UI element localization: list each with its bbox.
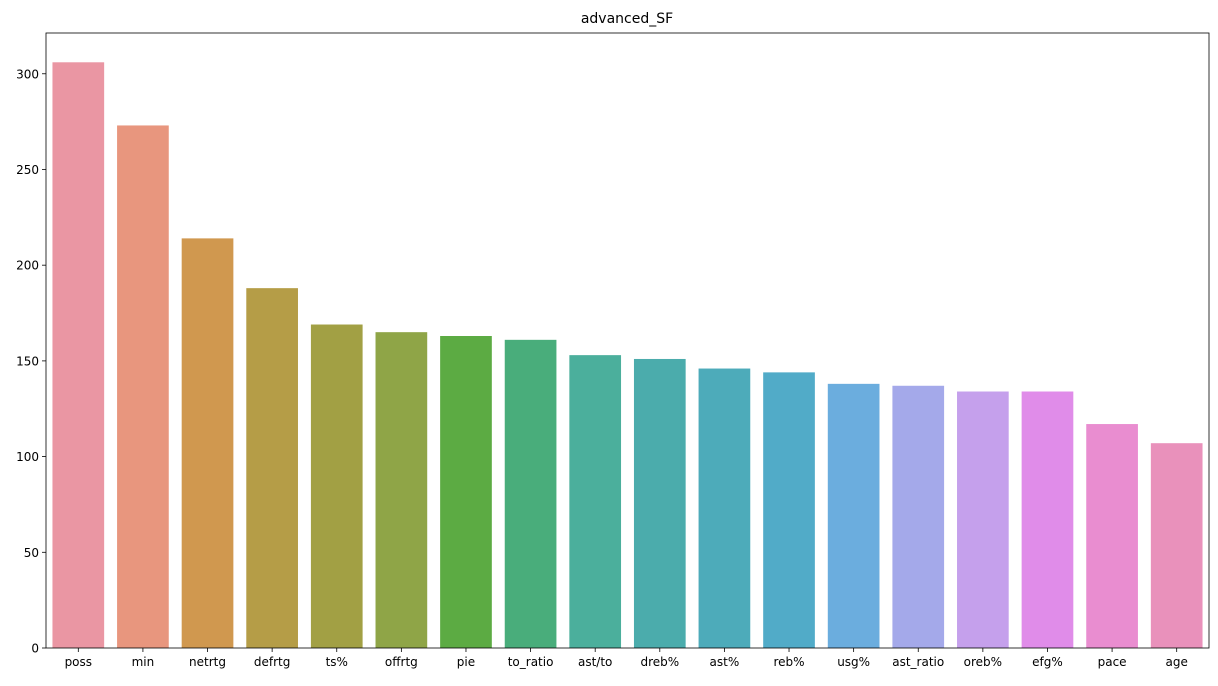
bar-15 (1021, 391, 1074, 648)
bar-11 (763, 372, 815, 648)
bar-17 (1150, 443, 1203, 648)
bar-3 (246, 288, 298, 648)
bar-1 (117, 125, 169, 648)
y-tick-label: 0 (31, 642, 39, 656)
x-tick-label: usg% (837, 655, 870, 669)
y-tick-label: 150 (16, 354, 39, 368)
x-tick-label: pace (1098, 655, 1127, 669)
plot-frame (45, 32, 1210, 649)
bar-13 (892, 385, 945, 648)
y-tick-label: 50 (24, 546, 39, 560)
x-tick-label: to_ratio (508, 655, 554, 669)
bar-16 (1086, 424, 1138, 648)
x-tick-label: oreb% (964, 655, 1002, 669)
x-tick-label: defrtg (254, 655, 290, 669)
x-tick-label: ast/to (578, 655, 612, 669)
bar-0 (52, 62, 105, 649)
bar-7 (504, 339, 557, 648)
y-tick-label: 300 (16, 67, 39, 81)
x-tick-label: dreb% (640, 655, 679, 669)
x-tick-label: offrtg (385, 655, 418, 669)
bar-5 (375, 332, 428, 648)
bars-layer (52, 62, 1203, 649)
chart-title: advanced_SF (581, 11, 673, 27)
x-tick-label: reb% (773, 655, 804, 669)
y-tick-label: 100 (16, 450, 39, 464)
bar-14 (957, 391, 1009, 648)
bar-6 (440, 336, 492, 648)
axes-layer: 0 50 100 150 200 250 300 poss min netrtg defrtg ts%… (16, 32, 1210, 669)
x-tick-label: ast% (710, 655, 740, 669)
bar-10 (698, 368, 751, 648)
bar-12 (827, 383, 880, 648)
x-tick-label: efg% (1032, 655, 1063, 669)
bar-9 (633, 358, 686, 648)
bar-2 (181, 238, 234, 648)
y-tick-label: 200 (16, 259, 39, 273)
bar-8 (569, 355, 622, 648)
x-tick-label: min (132, 655, 155, 669)
x-tick-label: pie (457, 655, 475, 669)
x-tick-label: poss (65, 655, 92, 669)
bar-4 (310, 324, 363, 648)
x-tick-label: age (1166, 655, 1188, 669)
x-tick-label: ast_ratio (892, 655, 944, 669)
x-tick-label: netrtg (189, 655, 226, 669)
y-tick-label: 250 (16, 163, 39, 177)
x-tick-label: ts% (326, 655, 348, 669)
